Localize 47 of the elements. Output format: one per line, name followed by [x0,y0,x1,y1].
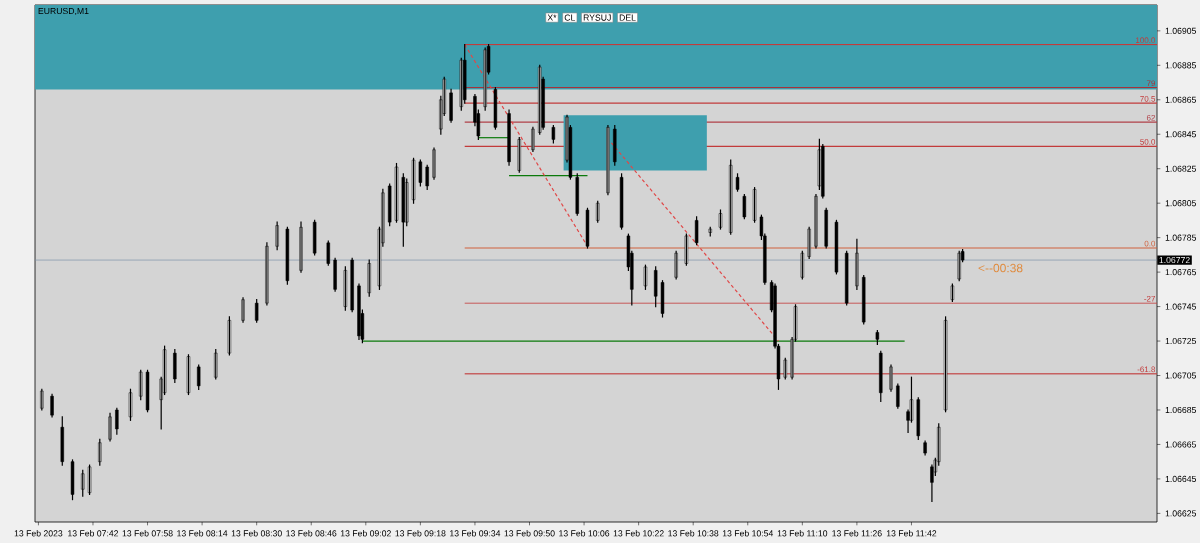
x-tick-label: 13 Feb 2023 [14,530,63,537]
x-tick-label: 13 Feb 07:58 [122,530,173,537]
series-label: -61.8 [1137,366,1156,373]
y-tick-label: 1.06685 [1165,406,1197,414]
y-tick-label: 1.06825 [1165,165,1197,172]
y-tick-label: 1.06805 [1165,200,1197,207]
annotation: DEL [619,14,636,21]
x-tick-label: 13 Feb 10:54 [722,530,774,537]
x-tick-label: 13 Feb 07:42 [68,530,119,537]
annotation: RYSUJ [583,14,611,21]
y-tick-label: 1.06625 [1165,510,1197,517]
series-label: 70.5 [1140,95,1156,102]
annotation: <--00:38 [978,263,1023,273]
annotation: CL [564,14,576,21]
x-tick-label: 13 Feb 11:26 [832,530,882,537]
y-tick-label: 1.06645 [1165,475,1197,482]
y-tick-label: 1.06665 [1165,441,1197,448]
x-tick-label: 13 Feb 09:02 [340,530,391,537]
ref-line-label: 1.06772 [1159,256,1190,264]
x-tick-label: 13 Feb 08:30 [231,530,282,537]
y-tick-label: 1.06745 [1165,303,1197,310]
series-label: 50.0 [1140,139,1156,145]
series-label: 0.0 [1144,240,1156,247]
y-tick-label: 1.06845 [1165,131,1197,138]
y-tick-label: 1.06905 [1165,27,1197,34]
y-tick-label: 1.06885 [1165,62,1197,69]
x-tick-label: 13 Feb 11:42 [886,530,937,537]
x-tick-label: 13 Feb 10:38 [668,530,719,537]
chart-title: EURUSD,M1 [38,7,89,16]
x-tick-label: 13 Feb 10:06 [559,530,610,537]
x-tick-label: 13 Feb 09:34 [450,530,501,537]
y-tick-label: 1.06725 [1165,337,1197,345]
y-tick-label: 1.06705 [1165,372,1197,379]
series-label: 79 [1146,80,1156,87]
series-label: 62 [1146,114,1156,121]
x-tick-label: 13 Feb 10:22 [613,530,664,537]
x-tick-label: 13 Feb 08:46 [286,530,337,537]
x-tick-label: 13 Feb 08:14 [177,530,228,537]
y-tick-label: 1.06765 [1165,269,1197,276]
series-label: -27 [1144,295,1156,302]
y-tick-label: 1.06785 [1165,234,1197,241]
y-tick-label: 1.06865 [1165,96,1197,103]
x-tick-label: 13 Feb 09:18 [395,530,446,537]
x-tick-label: 13 Feb 11:10 [777,530,828,537]
annotation: X* [547,14,557,21]
x-tick-label: 13 Feb 09:50 [504,530,555,537]
series-label: 100.0 [1136,37,1156,44]
